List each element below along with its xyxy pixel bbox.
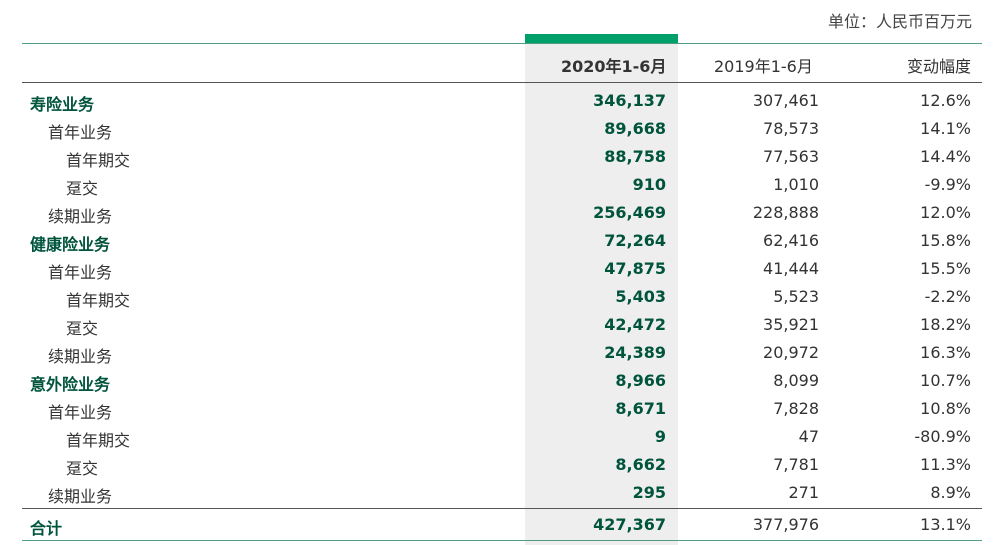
row-change-value: 18.2% xyxy=(920,315,971,334)
row-previous-value: 7,781 xyxy=(773,455,819,474)
row-change-value: 10.8% xyxy=(920,399,971,418)
row-previous-value: 77,563 xyxy=(763,147,819,166)
top-rule xyxy=(22,43,982,44)
row-current-value: 47,875 xyxy=(604,259,666,278)
row-current-value: 5,403 xyxy=(615,287,666,306)
row-label: 首年业务 xyxy=(48,403,113,422)
row-label: 首年期交 xyxy=(66,291,131,310)
row-current-value: 89,668 xyxy=(604,119,666,138)
row-label: 首年期交 xyxy=(66,151,131,170)
total-label: 合计 xyxy=(30,519,63,538)
total-current: 427,367 xyxy=(593,515,666,534)
row-label: 首年期交 xyxy=(66,431,131,450)
row-label: 续期业务 xyxy=(48,347,113,366)
row-previous-value: 1,010 xyxy=(773,175,819,194)
table-row: 续期业务 24,389 20,972 16.3% xyxy=(0,339,1002,367)
row-current-value: 88,758 xyxy=(604,147,666,166)
row-current-value: 8,966 xyxy=(615,371,666,390)
row-label: 健康险业务 xyxy=(30,235,111,254)
unit-label: 单位：人民币百万元 xyxy=(827,12,972,31)
total-previous: 377,976 xyxy=(752,515,819,534)
row-current-value: 346,137 xyxy=(593,91,666,110)
row-change-value: 12.0% xyxy=(920,203,971,222)
row-current-value: 72,264 xyxy=(604,231,666,250)
row-label: 寿险业务 xyxy=(30,95,95,114)
row-previous-value: 7,828 xyxy=(773,399,819,418)
row-change-value: 12.6% xyxy=(920,91,971,110)
row-change-value: 15.8% xyxy=(920,231,971,250)
row-current-value: 256,469 xyxy=(593,203,666,222)
row-previous-value: 8,099 xyxy=(773,371,819,390)
row-previous-value: 228,888 xyxy=(752,203,819,222)
row-previous-value: 41,444 xyxy=(763,259,819,278)
table-row: 首年期交 88,758 77,563 14.4% xyxy=(0,143,1002,171)
row-change-value: 14.4% xyxy=(920,147,971,166)
row-current-value: 8,671 xyxy=(615,399,666,418)
row-label: 首年业务 xyxy=(48,123,113,142)
table-row: 首年期交 9 47 -80.9% xyxy=(0,423,1002,451)
total-row: 合计 427,367 377,976 13.1% xyxy=(0,511,1002,539)
row-change-value: 15.5% xyxy=(920,259,971,278)
row-previous-value: 47 xyxy=(798,427,819,446)
row-change-value: 11.3% xyxy=(920,455,971,474)
table-row: 寿险业务 346,137 307,461 12.6% xyxy=(0,87,1002,115)
header-current-period: 2020年1-6月 xyxy=(561,57,667,76)
table-row: 健康险业务 72,264 62,416 15.8% xyxy=(0,227,1002,255)
current-period-highlight xyxy=(525,34,678,545)
row-label: 趸交 xyxy=(66,459,99,478)
row-previous-value: 20,972 xyxy=(763,343,819,362)
row-current-value: 8,662 xyxy=(615,455,666,474)
row-label: 趸交 xyxy=(66,319,99,338)
row-previous-value: 35,921 xyxy=(763,315,819,334)
row-change-value: 14.1% xyxy=(920,119,971,138)
table-row: 意外险业务 8,966 8,099 10.7% xyxy=(0,367,1002,395)
row-change-value: -2.2% xyxy=(924,287,971,306)
current-period-accent-bar xyxy=(525,34,678,43)
table-row: 续期业务 295 271 8.9% xyxy=(0,479,1002,507)
header-change: 变动幅度 xyxy=(906,57,971,76)
total-divider xyxy=(22,508,982,509)
table-row: 趸交 910 1,010 -9.9% xyxy=(0,171,1002,199)
row-label: 趸交 xyxy=(66,179,99,198)
total-change: 13.1% xyxy=(920,515,971,534)
table-row: 首年业务 47,875 41,444 15.5% xyxy=(0,255,1002,283)
row-change-value: 8.9% xyxy=(930,483,971,502)
table-row: 续期业务 256,469 228,888 12.0% xyxy=(0,199,1002,227)
table-row: 首年期交 5,403 5,523 -2.2% xyxy=(0,283,1002,311)
row-current-value: 24,389 xyxy=(604,343,666,362)
table-row: 首年业务 89,668 78,573 14.1% xyxy=(0,115,1002,143)
row-previous-value: 78,573 xyxy=(763,119,819,138)
row-current-value: 295 xyxy=(632,483,666,502)
header-previous-period: 2019年1-6月 xyxy=(714,57,813,76)
row-change-value: -80.9% xyxy=(914,427,971,446)
row-previous-value: 307,461 xyxy=(752,91,819,110)
row-change-value: -9.9% xyxy=(924,175,971,194)
bottom-rule xyxy=(22,540,982,541)
row-current-value: 910 xyxy=(632,175,666,194)
row-previous-value: 62,416 xyxy=(763,231,819,250)
row-label: 首年业务 xyxy=(48,263,113,282)
table-row: 趸交 8,662 7,781 11.3% xyxy=(0,451,1002,479)
row-change-value: 10.7% xyxy=(920,371,971,390)
table-row: 首年业务 8,671 7,828 10.8% xyxy=(0,395,1002,423)
row-current-value: 42,472 xyxy=(604,315,666,334)
row-change-value: 16.3% xyxy=(920,343,971,362)
row-previous-value: 5,523 xyxy=(773,287,819,306)
table-row: 趸交 42,472 35,921 18.2% xyxy=(0,311,1002,339)
row-label: 续期业务 xyxy=(48,207,113,226)
header-divider xyxy=(22,82,982,83)
row-label: 意外险业务 xyxy=(30,375,111,394)
row-label: 续期业务 xyxy=(48,487,113,506)
row-previous-value: 271 xyxy=(788,483,819,502)
row-current-value: 9 xyxy=(654,427,666,446)
